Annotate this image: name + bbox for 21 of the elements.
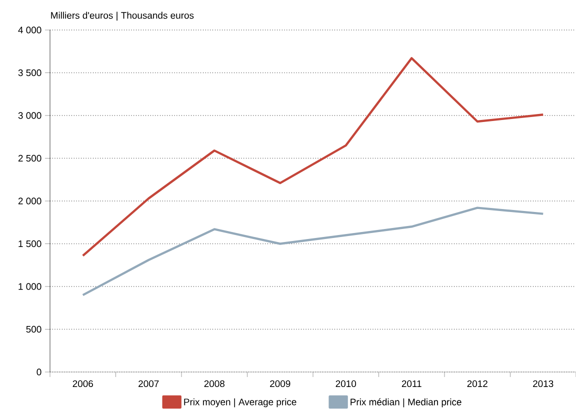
x-tick-label: 2008 [204,380,224,388]
legend-label: Prix moyen | Average price [184,398,296,408]
x-tick-label: 2011 [402,380,422,388]
line-series [82,57,544,257]
legend-label: Prix médian | Median price [350,398,462,408]
x-tick-label: 2006 [72,380,93,388]
y-tick-label: 0 [36,368,42,376]
x-tick-label: 2013 [533,380,554,388]
y-tick-label: 3 000 [18,112,42,119]
x-tick-label: 2009 [270,380,290,388]
y-tick-label: 4 000 [18,26,42,34]
chart-title: Milliers d'euros | Thousands euros [51,12,194,21]
x-tick-label: 2012 [467,380,488,388]
y-tick-label: 500 [26,326,42,333]
x-tick-label: 2007 [138,380,159,388]
y-tick-label: 2 500 [18,154,42,162]
y-tick-label: 1 000 [18,283,42,290]
y-tick-label: 3 500 [18,69,42,76]
x-tick-label: 2010 [336,380,356,388]
y-tick-label: 2 000 [18,198,42,204]
y-tick-label: 1 500 [18,240,42,248]
